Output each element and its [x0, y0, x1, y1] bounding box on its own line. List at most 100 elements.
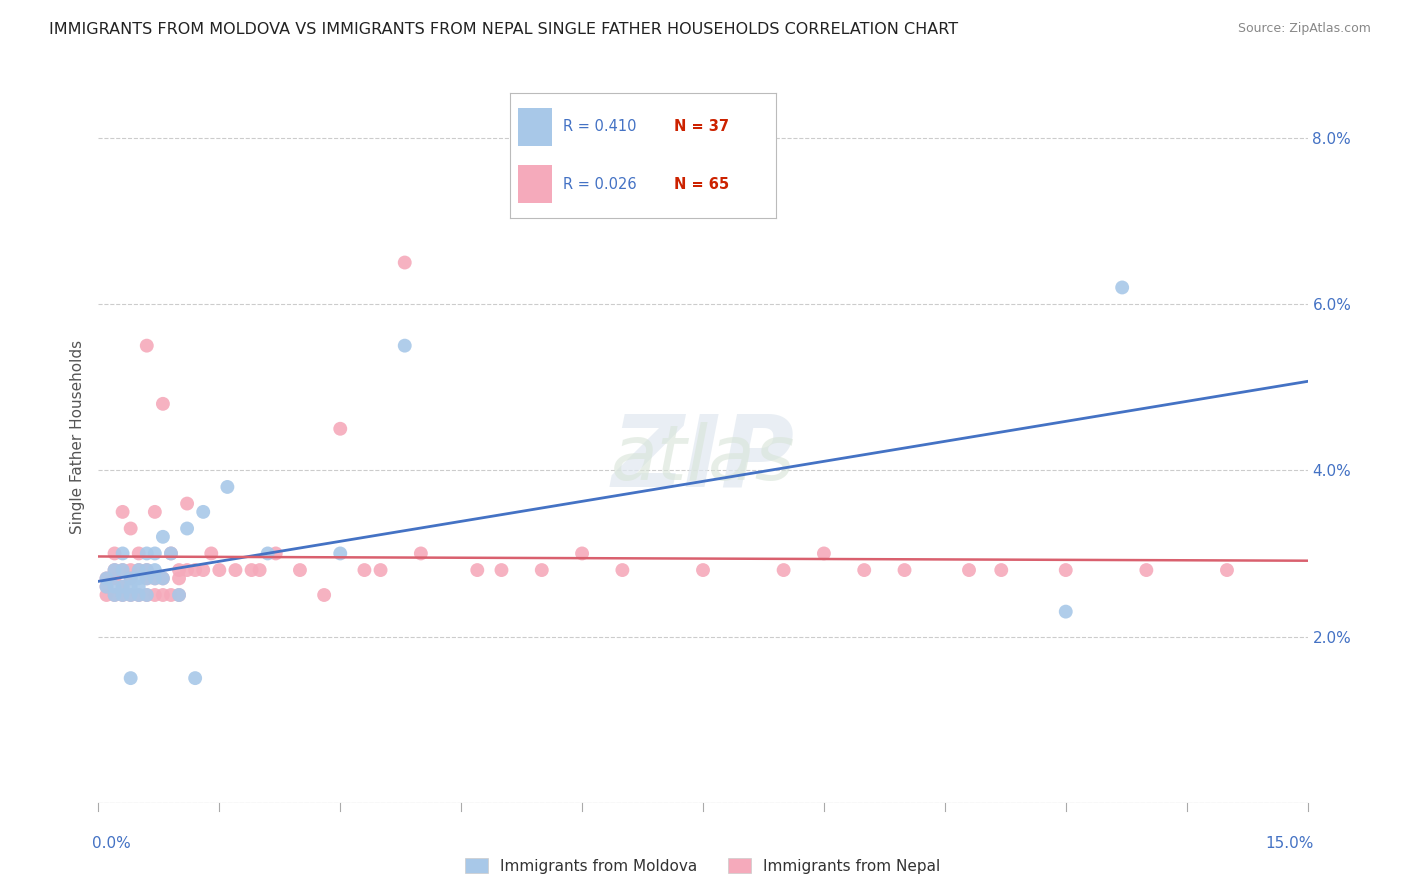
Point	[143, 588, 166, 602]
Point	[208, 563, 231, 577]
Point	[772, 563, 794, 577]
Point	[120, 588, 142, 602]
Point	[224, 563, 246, 577]
Point	[990, 563, 1012, 577]
Point	[167, 588, 190, 602]
Point	[409, 546, 432, 560]
Point	[184, 563, 207, 577]
Point	[111, 546, 134, 560]
Point	[111, 580, 134, 594]
Point	[128, 588, 150, 602]
Point	[111, 588, 134, 602]
Point	[288, 563, 311, 577]
Point	[152, 530, 174, 544]
Point	[128, 580, 150, 594]
Point	[103, 563, 125, 577]
Point	[160, 546, 183, 560]
Point	[200, 546, 222, 560]
Point	[853, 563, 876, 577]
Point	[128, 588, 150, 602]
Point	[120, 563, 142, 577]
Point	[103, 580, 125, 594]
Point	[111, 563, 134, 577]
Text: Source: ZipAtlas.com: Source: ZipAtlas.com	[1237, 22, 1371, 36]
Point	[128, 563, 150, 577]
Point	[176, 497, 198, 511]
Point	[96, 588, 118, 602]
Text: IMMIGRANTS FROM MOLDOVA VS IMMIGRANTS FROM NEPAL SINGLE FATHER HOUSEHOLDS CORREL: IMMIGRANTS FROM MOLDOVA VS IMMIGRANTS FR…	[49, 22, 959, 37]
Point	[1216, 563, 1239, 577]
Point	[135, 588, 157, 602]
Point	[96, 580, 118, 594]
Point	[160, 546, 183, 560]
Point	[193, 563, 215, 577]
Point	[143, 505, 166, 519]
Point	[135, 563, 157, 577]
Text: 15.0%: 15.0%	[1265, 836, 1313, 851]
Point	[1111, 280, 1133, 294]
Point	[96, 571, 118, 585]
Text: atlas: atlas	[610, 422, 796, 496]
Point	[103, 563, 125, 577]
Point	[394, 338, 416, 352]
Point	[111, 505, 134, 519]
Point	[249, 563, 271, 577]
Point	[152, 571, 174, 585]
Point	[120, 571, 142, 585]
Point	[120, 580, 142, 594]
Point	[111, 588, 134, 602]
Point	[813, 546, 835, 560]
Point	[264, 546, 287, 560]
Point	[370, 563, 392, 577]
Point	[465, 563, 488, 577]
Point	[491, 563, 513, 577]
Point	[143, 563, 166, 577]
Point	[329, 422, 352, 436]
Y-axis label: Single Father Households: Single Father Households	[70, 340, 86, 534]
Point	[135, 563, 157, 577]
Point	[152, 588, 174, 602]
Point	[217, 480, 239, 494]
Point	[167, 588, 190, 602]
Point	[314, 588, 336, 602]
Point	[176, 521, 198, 535]
Point	[103, 588, 125, 602]
Text: 0.0%: 0.0%	[93, 836, 131, 851]
Point	[135, 571, 157, 585]
Point	[96, 571, 118, 585]
Point	[160, 588, 183, 602]
Point	[111, 580, 134, 594]
Point	[120, 571, 142, 585]
Text: ZIP: ZIP	[612, 410, 794, 508]
Point	[135, 588, 157, 602]
Legend: Immigrants from Moldova, Immigrants from Nepal: Immigrants from Moldova, Immigrants from…	[460, 852, 946, 880]
Point	[103, 571, 125, 585]
Point	[571, 546, 593, 560]
Point	[135, 571, 157, 585]
Point	[530, 563, 553, 577]
Point	[111, 563, 134, 577]
Point	[167, 563, 190, 577]
Point	[128, 571, 150, 585]
Point	[120, 521, 142, 535]
Point	[957, 563, 980, 577]
Point	[143, 571, 166, 585]
Point	[167, 571, 190, 585]
Point	[143, 546, 166, 560]
Point	[152, 397, 174, 411]
Point	[329, 546, 352, 560]
Point	[103, 546, 125, 560]
Point	[1135, 563, 1157, 577]
Point	[1054, 605, 1077, 619]
Point	[135, 338, 157, 352]
Point	[128, 546, 150, 560]
Point	[103, 588, 125, 602]
Point	[193, 505, 215, 519]
Point	[240, 563, 263, 577]
Point	[152, 571, 174, 585]
Point	[256, 546, 278, 560]
Point	[120, 588, 142, 602]
Point	[893, 563, 915, 577]
Point	[120, 671, 142, 685]
Point	[353, 563, 375, 577]
